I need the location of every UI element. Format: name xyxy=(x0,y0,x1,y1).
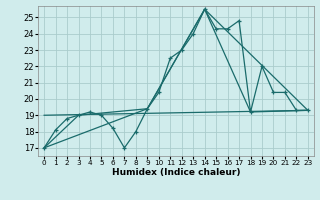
X-axis label: Humidex (Indice chaleur): Humidex (Indice chaleur) xyxy=(112,168,240,177)
